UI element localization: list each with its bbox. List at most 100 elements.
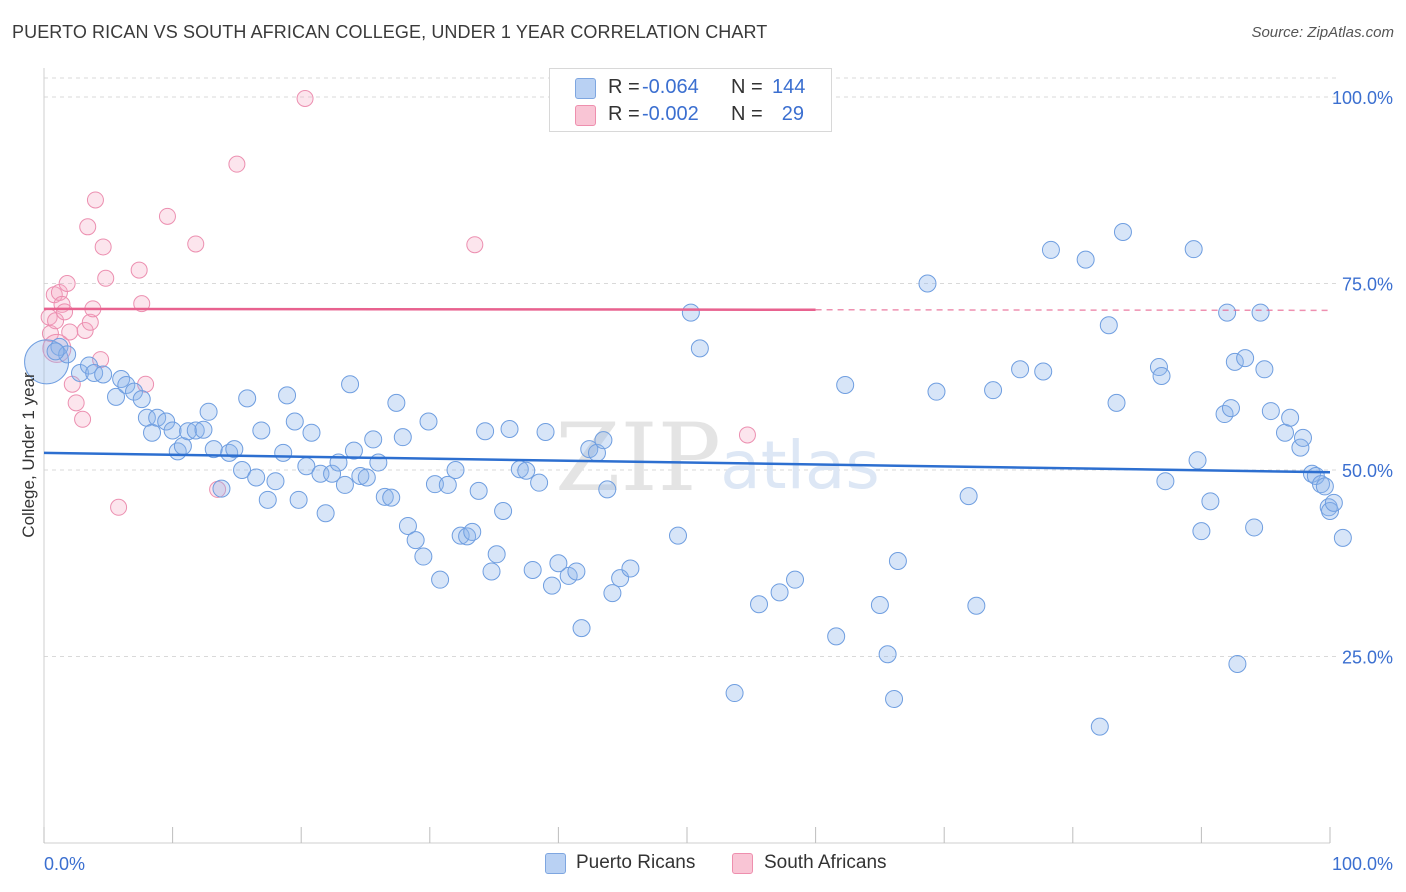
- point-puerto-ricans: [572, 619, 591, 638]
- point-puerto-ricans: [438, 475, 457, 494]
- point-south-africans: [41, 324, 59, 342]
- point-puerto-ricans: [85, 364, 104, 383]
- point-puerto-ricans: [1041, 240, 1060, 259]
- point-puerto-ricans: [1324, 493, 1343, 512]
- point-puerto-ricans: [536, 422, 555, 441]
- point-puerto-ricans: [117, 375, 136, 394]
- trend-lines: [43, 307, 1331, 474]
- point-south-africans: [58, 275, 76, 292]
- point-puerto-ricans: [316, 504, 335, 523]
- point-south-africans: [97, 269, 115, 287]
- point-puerto-ricans: [603, 584, 622, 603]
- point-puerto-ricans: [375, 487, 394, 506]
- point-puerto-ricans: [414, 547, 433, 566]
- point-puerto-ricans: [827, 627, 846, 646]
- point-south-africans: [110, 498, 128, 516]
- axes: [43, 68, 1331, 844]
- point-puerto-ricans: [1245, 518, 1264, 537]
- point-puerto-ricans: [885, 690, 904, 709]
- legend-n-value: 29: [781, 103, 804, 125]
- trend-line-puerto-ricans: [43, 451, 1331, 474]
- point-puerto-ricans: [888, 552, 907, 571]
- point-puerto-ricans: [143, 423, 162, 442]
- point-puerto-ricans: [530, 473, 549, 492]
- point-puerto-ricans: [1293, 428, 1312, 447]
- point-south-africans: [133, 295, 151, 313]
- point-puerto-ricans: [870, 596, 889, 615]
- point-puerto-ricans: [238, 389, 257, 408]
- point-puerto-ricans: [549, 554, 568, 573]
- point-puerto-ricans: [469, 481, 488, 500]
- point-puerto-ricans: [406, 531, 425, 550]
- point-puerto-ricans: [681, 303, 700, 322]
- legend-swatch-blue: [575, 78, 596, 99]
- point-puerto-ricans: [425, 475, 444, 494]
- point-puerto-ricans: [1218, 303, 1237, 322]
- point-puerto-ricans: [567, 562, 586, 581]
- y-tick-labels: 25.0% 50.0% 75.0% 100.0%: [1332, 88, 1393, 668]
- chart-title: PUERTO RICAN VS SOUTH AFRICAN COLLEGE, U…: [12, 22, 768, 42]
- point-puerto-ricans: [494, 502, 513, 521]
- point-puerto-ricans: [387, 393, 406, 412]
- point-puerto-ricans: [1188, 451, 1207, 470]
- point-puerto-ricans: [1228, 654, 1247, 673]
- point-puerto-ricans: [1261, 402, 1280, 421]
- point-puerto-ricans: [1107, 393, 1126, 412]
- point-puerto-ricans: [163, 421, 182, 440]
- point-puerto-ricans: [1275, 423, 1294, 442]
- point-puerto-ricans: [357, 468, 376, 487]
- point-puerto-ricans: [878, 645, 897, 664]
- point-south-africans: [74, 410, 92, 428]
- point-puerto-ricans: [476, 422, 495, 441]
- x-tick-label-max: 100.0%: [1332, 854, 1393, 874]
- point-puerto-ricans: [1099, 316, 1118, 335]
- point-puerto-ricans: [1225, 352, 1244, 371]
- point-puerto-ricans: [836, 375, 855, 394]
- point-puerto-ricans: [341, 375, 360, 394]
- point-south-africans: [76, 321, 94, 339]
- point-puerto-ricans: [967, 596, 986, 615]
- point-puerto-ricans: [1113, 223, 1132, 242]
- point-south-africans: [86, 191, 104, 209]
- y-tick-label: 50.0%: [1342, 461, 1393, 481]
- point-puerto-ricans: [186, 421, 205, 440]
- y-axis-label: College, Under 1 year: [19, 372, 38, 538]
- point-puerto-ricans: [1251, 303, 1270, 322]
- point-puerto-ricans: [233, 461, 252, 479]
- point-puerto-ricans: [302, 423, 321, 442]
- point-south-africans: [94, 238, 112, 256]
- x-tick-labels: 0.0% 100.0%: [44, 854, 1393, 874]
- point-puerto-ricans: [984, 381, 1003, 400]
- point-puerto-ricans: [1076, 250, 1095, 269]
- point-puerto-ricans: [157, 412, 176, 431]
- point-puerto-ricans: [621, 559, 640, 578]
- point-puerto-ricans: [1152, 367, 1171, 386]
- point-puerto-ricans: [278, 386, 297, 405]
- point-south-africans: [79, 218, 97, 236]
- point-puerto-ricans: [542, 576, 561, 595]
- point-puerto-ricans: [431, 570, 450, 589]
- point-puerto-ricans: [451, 526, 470, 545]
- point-puerto-ricans: [786, 570, 805, 589]
- legend: R = -0.064 N = 144 R = -0.002 N = 29: [549, 68, 832, 132]
- legend-n-value: 144: [772, 76, 806, 98]
- point-puerto-ricans: [1201, 492, 1220, 511]
- point-puerto-ricans: [690, 339, 709, 358]
- point-puerto-ricans: [225, 440, 244, 459]
- legend-r-label: R =: [608, 103, 640, 125]
- legend-r-value: -0.064: [642, 76, 699, 98]
- point-puerto-ricans: [750, 595, 769, 614]
- legend-r-value: -0.002: [642, 103, 699, 125]
- bottom-legend-south-africans: South Africans: [764, 852, 887, 873]
- point-south-africans: [47, 312, 65, 330]
- point-puerto-ricans: [289, 490, 308, 509]
- point-puerto-ricans: [266, 472, 285, 491]
- point-puerto-ricans: [1281, 408, 1300, 427]
- point-puerto-ricans: [46, 342, 65, 361]
- point-puerto-ricans: [482, 562, 501, 581]
- point-puerto-ricans: [927, 382, 946, 401]
- point-puerto-ricans: [594, 431, 613, 450]
- bottom-legend: Puerto Ricans South Africans: [544, 850, 924, 878]
- point-south-africans: [466, 236, 484, 254]
- legend-r-label: R =: [608, 76, 640, 98]
